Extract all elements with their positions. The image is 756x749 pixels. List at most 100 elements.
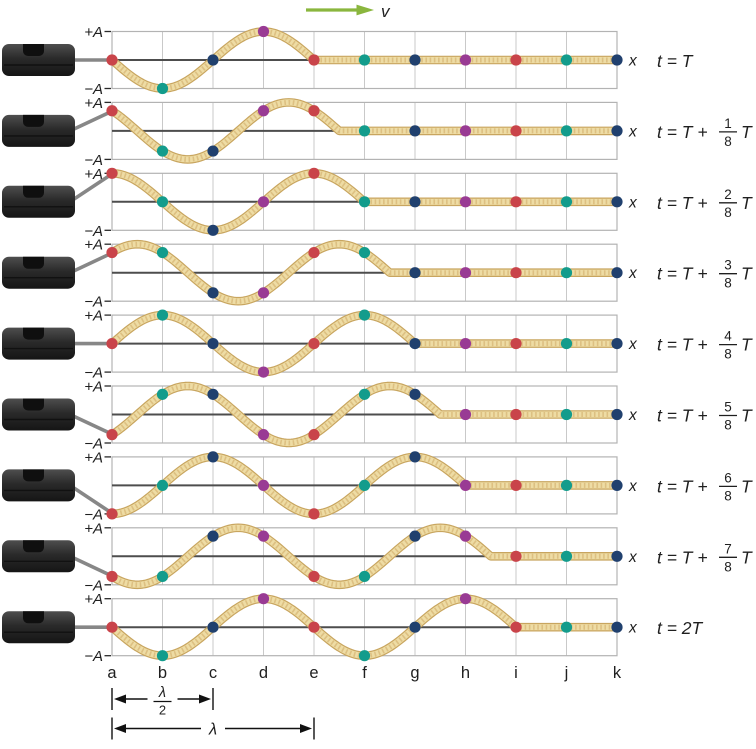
time-frac-numerator: 3 <box>724 258 732 273</box>
particle-dot-i <box>510 338 522 350</box>
amp-label-minus: −A <box>84 648 103 665</box>
time-frac-denominator: 8 <box>724 205 732 220</box>
particle-dot-a <box>106 167 118 179</box>
particle-dot-d <box>257 429 270 441</box>
particle-dot-i <box>510 196 522 208</box>
driver-rod <box>68 412 115 437</box>
particle-dot-h <box>459 125 472 137</box>
position-label-g: g <box>410 664 419 682</box>
particle-dot-c <box>207 621 219 633</box>
amp-label-minus: −A <box>84 223 103 240</box>
particle-dot-k <box>611 125 623 137</box>
time-label-tail: T <box>741 193 753 213</box>
amp-label-minus: −A <box>84 436 103 453</box>
x-axis-label: x <box>628 407 638 424</box>
velocity-label: v <box>381 2 391 21</box>
time-frac-denominator: 8 <box>724 559 732 574</box>
particle-dot-g <box>409 451 421 463</box>
particle-dot-k <box>611 621 623 633</box>
time-label-lead: t = 2T <box>657 618 704 638</box>
position-label-d: d <box>259 664 268 682</box>
oscillator-icon <box>2 398 75 431</box>
particle-dot-i <box>510 54 522 66</box>
particle-dot-a <box>106 570 118 583</box>
time-label-lead: t = T + <box>657 476 708 496</box>
particle-dot-j <box>560 479 573 491</box>
particle-dot-g <box>409 125 421 137</box>
time-frac-numerator: 1 <box>724 116 732 131</box>
particle-dot-k <box>611 196 623 208</box>
particle-dot-b <box>156 82 169 95</box>
particle-dot-g <box>409 267 421 279</box>
position-labels: a b c d e f g h i j k <box>107 664 621 682</box>
driver-rod <box>68 483 115 516</box>
particle-dot-e <box>308 167 320 179</box>
amp-label-plus: +A <box>84 591 103 608</box>
amp-label-minus: −A <box>84 577 103 594</box>
particle-dot-a <box>106 338 118 350</box>
x-axis-label: x <box>628 123 638 140</box>
string-texture <box>111 454 617 517</box>
particle-dot-g <box>409 530 421 542</box>
particle-dot-j <box>560 621 573 633</box>
time-label: t = T + 1 8 T <box>657 116 753 149</box>
time-label: t = 2T <box>657 618 704 638</box>
particle-dot-e <box>308 338 320 350</box>
wave-panel-5: +A −A x t = T + 4 8 T <box>2 308 753 382</box>
particle-dot-g <box>409 621 421 633</box>
amp-label-plus: +A <box>84 308 103 325</box>
oscillator-notch <box>23 398 44 411</box>
wave-panel-7: +A −A x t = T + 6 8 T <box>2 449 753 523</box>
amp-label-minus: −A <box>84 294 103 311</box>
time-label-lead: t = T + <box>657 406 708 426</box>
time-label-lead: t = T + <box>657 264 708 284</box>
particle-dot-a <box>106 54 118 66</box>
time-frac-denominator: 8 <box>724 134 732 149</box>
time-label: t = T <box>657 51 694 71</box>
position-label-i: i <box>514 664 518 682</box>
x-axis-label: x <box>628 265 638 282</box>
time-label: t = T + 7 8 T <box>657 541 753 574</box>
particle-dot-i <box>510 125 522 137</box>
dimension-arrowhead-left <box>114 724 126 733</box>
particle-dot-k <box>611 267 623 279</box>
particle-dot-f <box>358 479 371 491</box>
x-axis-label: x <box>628 194 638 211</box>
half-wavelength-numerator: λ <box>158 685 166 701</box>
time-label-lead: t = T + <box>657 122 708 142</box>
amp-label-minus: −A <box>84 506 103 523</box>
time-label-lead: t = T <box>657 51 694 71</box>
oscillator-body <box>2 44 75 76</box>
particle-dot-j <box>560 550 573 562</box>
time-label-tail: T <box>741 122 753 142</box>
particle-dot-k <box>611 479 623 491</box>
time-label: t = T + 4 8 T <box>657 329 753 362</box>
amp-label-minus: −A <box>84 152 103 169</box>
position-label-e: e <box>309 664 318 682</box>
time-frac-denominator: 8 <box>724 276 732 291</box>
particle-dot-a <box>106 246 118 259</box>
particle-dot-d <box>257 366 270 378</box>
particle-dot-c <box>207 287 219 299</box>
driver-rod <box>68 250 115 275</box>
oscillator-notch <box>23 327 44 340</box>
time-frac-numerator: 4 <box>724 329 732 344</box>
particle-dot-j <box>560 408 573 421</box>
particle-dot-d <box>257 479 270 491</box>
velocity-arrow-head <box>356 4 374 16</box>
particle-dot-e <box>308 246 320 259</box>
position-label-j: j <box>564 664 569 682</box>
particle-dot-d <box>257 105 270 117</box>
time-label-tail: T <box>741 335 753 355</box>
wave-panel-8: +A −A x t = T + 7 8 T <box>2 520 753 594</box>
particle-dot-f <box>358 196 371 208</box>
wave-panel-4: +A −A x t = T + 3 8 T <box>2 237 753 311</box>
particle-dot-f <box>358 388 371 400</box>
oscillator-icon <box>2 540 75 573</box>
particle-dot-j <box>560 338 573 350</box>
amp-label-plus: +A <box>84 95 103 112</box>
time-frac-denominator: 8 <box>724 347 732 362</box>
particle-dot-d <box>257 530 270 542</box>
particle-dot-b <box>156 388 169 400</box>
